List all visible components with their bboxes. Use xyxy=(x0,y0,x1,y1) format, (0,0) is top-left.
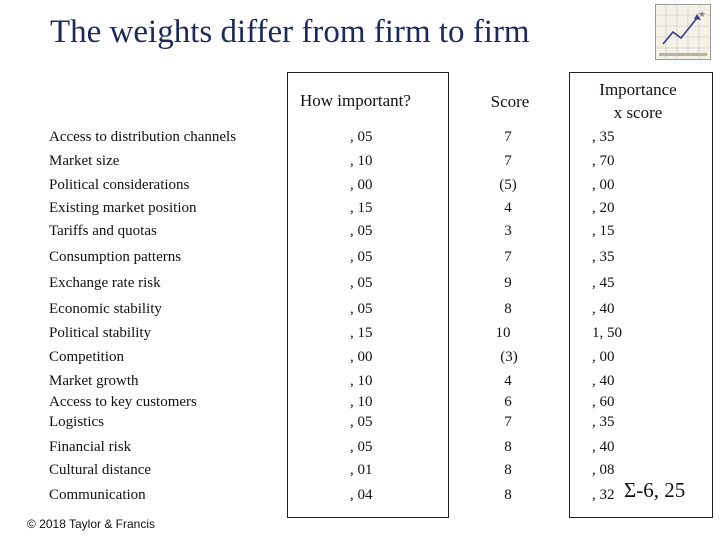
score-value: 8 xyxy=(504,487,512,503)
factor-label: Tariffs and quotas xyxy=(49,223,157,239)
copyright-notice: © 2018 Taylor & Francis xyxy=(27,517,156,531)
importance-value: , 10 xyxy=(350,394,373,410)
product-value: , 08 xyxy=(592,462,615,478)
score-value: (3) xyxy=(500,349,518,365)
score-value: 7 xyxy=(504,153,512,169)
product-value: , 40 xyxy=(592,439,615,455)
factor-label: Financial risk xyxy=(49,439,132,455)
importance-value: , 05 xyxy=(350,301,373,317)
product-header-line2: x score xyxy=(613,103,663,122)
product-value: , 40 xyxy=(592,301,615,317)
score-value: 8 xyxy=(504,439,512,455)
product-header-line1: Importance xyxy=(599,80,677,99)
importance-value: , 01 xyxy=(350,462,373,478)
importance-value: , 15 xyxy=(350,200,373,216)
importance-value: , 05 xyxy=(350,439,373,455)
score-value: 8 xyxy=(504,301,512,317)
factor-label: Access to distribution channels xyxy=(49,129,237,145)
product-column-box xyxy=(569,72,713,518)
product-value: , 00 xyxy=(592,349,615,365)
importance-value: , 00 xyxy=(350,349,373,365)
factor-label: Logistics xyxy=(49,414,104,430)
factor-label: Economic stability xyxy=(49,301,162,317)
factor-label: Existing market position xyxy=(49,200,197,216)
importance-value: , 05 xyxy=(350,223,373,239)
chart-arrow-logo-icon: ★ xyxy=(655,4,711,60)
product-value: , 32 xyxy=(592,487,615,503)
product-value: , 20 xyxy=(592,200,615,216)
factor-label: Exchange rate risk xyxy=(49,275,161,291)
product-value: , 35 xyxy=(592,249,615,265)
product-value: , 45 xyxy=(592,275,615,291)
score-value: 7 xyxy=(504,129,512,145)
factor-label: Consumption patterns xyxy=(49,249,182,265)
score-value: (5) xyxy=(499,177,517,193)
score-value: 7 xyxy=(504,414,512,430)
product-value: , 70 xyxy=(592,153,615,169)
score-value: 10 xyxy=(495,325,511,341)
product-value: 1, 50 xyxy=(592,325,622,341)
factor-label: Political stability xyxy=(49,325,152,341)
importance-header: How important? xyxy=(300,91,411,110)
importance-value: , 05 xyxy=(350,129,373,145)
importance-value: , 10 xyxy=(350,153,373,169)
total-sum: Σ-6, 25 xyxy=(624,478,686,502)
importance-value: , 05 xyxy=(350,249,373,265)
factor-label: Access to key customers xyxy=(49,394,197,410)
score-value: 4 xyxy=(504,373,512,389)
importance-value: , 10 xyxy=(350,373,373,389)
product-value: , 60 xyxy=(592,394,615,410)
score-value: 4 xyxy=(504,200,512,216)
product-value: , 00 xyxy=(592,177,615,193)
importance-column-box xyxy=(287,72,449,518)
score-value: 6 xyxy=(504,394,512,410)
factor-label: Cultural distance xyxy=(49,462,152,478)
score-header: Score xyxy=(490,92,530,111)
factor-label: Political considerations xyxy=(49,177,190,193)
factor-label: Market size xyxy=(49,153,120,169)
importance-value: , 15 xyxy=(350,325,373,341)
score-value: 7 xyxy=(504,249,512,265)
importance-value: , 00 xyxy=(350,177,373,193)
score-value: 8 xyxy=(504,462,512,478)
importance-value: , 05 xyxy=(350,414,373,430)
score-value: 3 xyxy=(504,223,512,239)
factor-label: Competition xyxy=(49,349,124,365)
factor-label: Market growth xyxy=(49,373,139,389)
score-value: 9 xyxy=(504,275,512,291)
importance-value: , 04 xyxy=(350,487,373,503)
factor-label: Communication xyxy=(49,487,146,503)
page-title: The weights differ from firm to firm xyxy=(50,14,530,50)
product-value: , 40 xyxy=(592,373,615,389)
product-value: , 15 xyxy=(592,223,615,239)
product-value: , 35 xyxy=(592,129,615,145)
product-value: , 35 xyxy=(592,414,615,430)
svg-text:★: ★ xyxy=(698,10,706,20)
importance-value: , 05 xyxy=(350,275,373,291)
